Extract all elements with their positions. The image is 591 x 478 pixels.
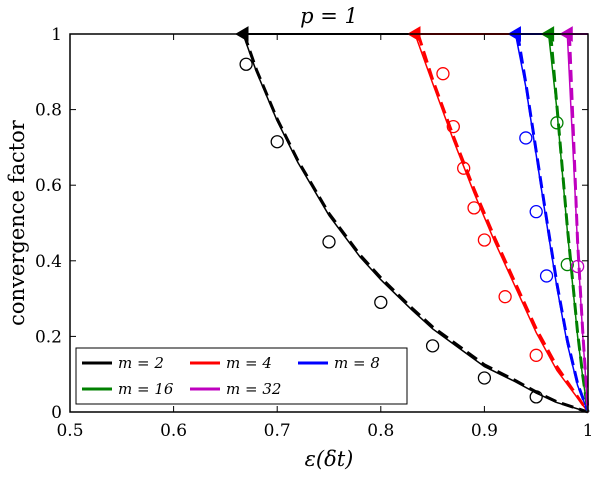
legend-entry: m = 16 xyxy=(118,380,174,398)
x-tick-label: 1 xyxy=(583,421,591,441)
series-solid-line xyxy=(414,33,589,413)
x-tick-label: 0.7 xyxy=(264,421,291,441)
series-marker xyxy=(374,295,388,310)
ticks-layer: 0.5 0.6 0.7 0.8 0.9 1 0 0.2 0.4 0.6 0.8 1 xyxy=(35,25,591,441)
y-tick-label: 0.6 xyxy=(35,176,62,196)
x-tick-label: 0.6 xyxy=(160,421,187,441)
series-marker xyxy=(477,371,492,385)
series-marker xyxy=(477,233,492,247)
legend-entry: m = 8 xyxy=(334,354,380,372)
y-tick-label: 0.4 xyxy=(35,252,62,272)
y-tick-label: 0 xyxy=(51,403,62,423)
series-dashed-line xyxy=(567,33,590,413)
series-marker xyxy=(322,235,336,249)
legend-box xyxy=(75,347,408,405)
series-marker xyxy=(425,339,440,353)
series-marker xyxy=(457,161,471,175)
y-tick-label: 0.2 xyxy=(35,327,62,347)
y-tick-label: 1 xyxy=(51,25,62,45)
series-marker xyxy=(498,290,512,304)
series-marker xyxy=(436,67,450,81)
series-marker xyxy=(529,348,543,362)
chart-title: p = 1 xyxy=(300,4,358,28)
series-dashed-line xyxy=(416,33,590,413)
series-dashed-line xyxy=(549,33,590,413)
legend-entry: m = 2 xyxy=(118,354,164,372)
series-marker xyxy=(239,57,253,71)
series-marker xyxy=(446,119,460,134)
series-dashed-line xyxy=(242,33,589,414)
series-marker xyxy=(550,116,564,130)
x-axis-label: ε(δt) xyxy=(305,447,354,471)
series-marker xyxy=(467,201,481,215)
series-marker xyxy=(529,205,543,219)
x-tick-label: 0.8 xyxy=(367,421,394,441)
y-tick-label: 0.8 xyxy=(35,101,62,121)
series-marker xyxy=(560,257,574,272)
series-marker xyxy=(270,135,284,149)
legend-entry: m = 32 xyxy=(226,380,281,398)
series-marker xyxy=(529,390,543,404)
series-marker xyxy=(519,131,533,145)
y-axis-label: convergence factor xyxy=(5,119,29,326)
series-dashed-line xyxy=(516,33,590,413)
x-tick-label: 0.9 xyxy=(471,421,498,441)
series-marker xyxy=(539,269,554,283)
series-marker xyxy=(570,259,585,274)
x-tick-label: 0.5 xyxy=(56,421,83,441)
plot-frame xyxy=(69,33,589,413)
legend-entry: m = 4 xyxy=(226,354,272,372)
legend: m = 2 m = 4 m = 8 m = 16 m = 32 xyxy=(75,347,408,405)
